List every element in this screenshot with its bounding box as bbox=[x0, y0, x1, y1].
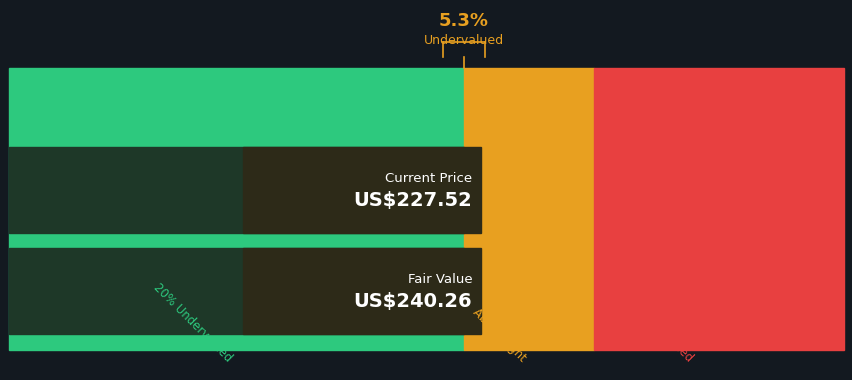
Text: Fair Value: Fair Value bbox=[407, 273, 472, 286]
Bar bbox=[242, 249, 481, 334]
Text: Current Price: Current Price bbox=[385, 171, 472, 185]
Text: About Right: About Right bbox=[469, 306, 528, 364]
Bar bbox=[9, 147, 463, 233]
Bar bbox=[242, 147, 481, 233]
Bar bbox=[9, 68, 463, 350]
Text: 20% Undervalued: 20% Undervalued bbox=[150, 281, 234, 364]
Bar bbox=[9, 249, 463, 334]
Text: 20% Overvalued: 20% Overvalued bbox=[616, 286, 695, 364]
Text: US$227.52: US$227.52 bbox=[353, 191, 472, 210]
Text: Undervalued: Undervalued bbox=[423, 34, 504, 47]
Text: US$240.26: US$240.26 bbox=[354, 292, 472, 311]
Bar bbox=[463, 68, 593, 350]
Text: 5.3%: 5.3% bbox=[439, 13, 488, 30]
Bar bbox=[593, 68, 843, 350]
